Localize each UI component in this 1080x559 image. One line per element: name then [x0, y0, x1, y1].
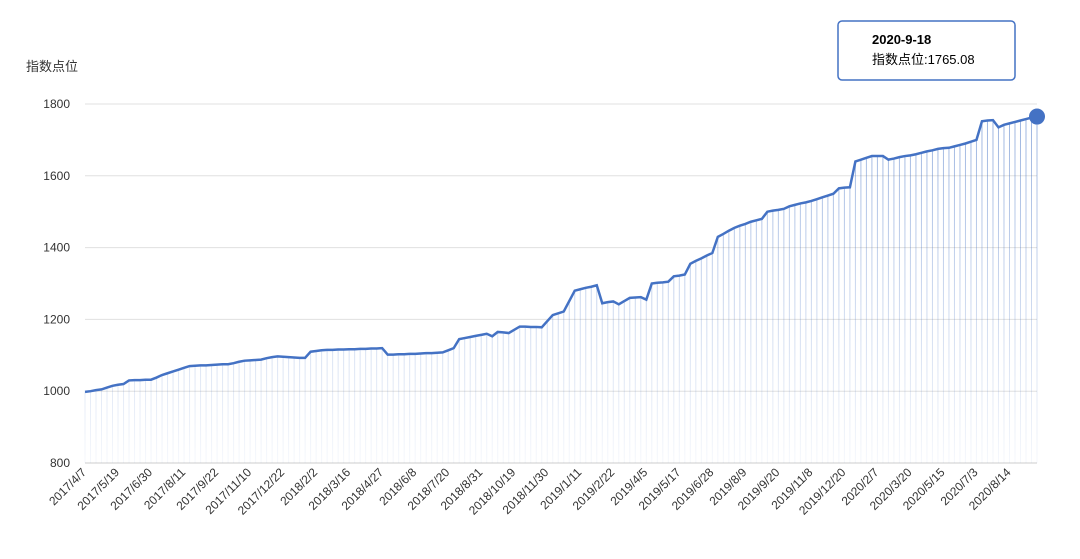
y-tick-label: 800: [50, 456, 70, 470]
y-tick-label: 1400: [43, 241, 70, 255]
drop-lines: [84, 116, 1038, 463]
y-tick-label: 1000: [43, 384, 70, 398]
labels: 800100012001400160018002017/4/72017/5/19…: [43, 97, 1014, 518]
tooltip-title: 2020-9-18: [872, 32, 931, 47]
grid: [85, 103, 1037, 464]
y-tick-label: 1200: [43, 312, 70, 326]
tooltip: 2020-9-18 指数点位:1765.08: [837, 20, 1016, 81]
tooltip-text: 指数点位:1765.08: [872, 52, 975, 67]
lines: [84, 108, 1045, 394]
y-tick-label: 1600: [43, 169, 70, 183]
y-tick-label: 1800: [43, 97, 70, 111]
highlight-point: [1029, 108, 1045, 125]
y-axis-title: 指数点位: [26, 59, 78, 74]
tooltip-box: [837, 20, 1016, 81]
series-line: [84, 115, 1038, 394]
